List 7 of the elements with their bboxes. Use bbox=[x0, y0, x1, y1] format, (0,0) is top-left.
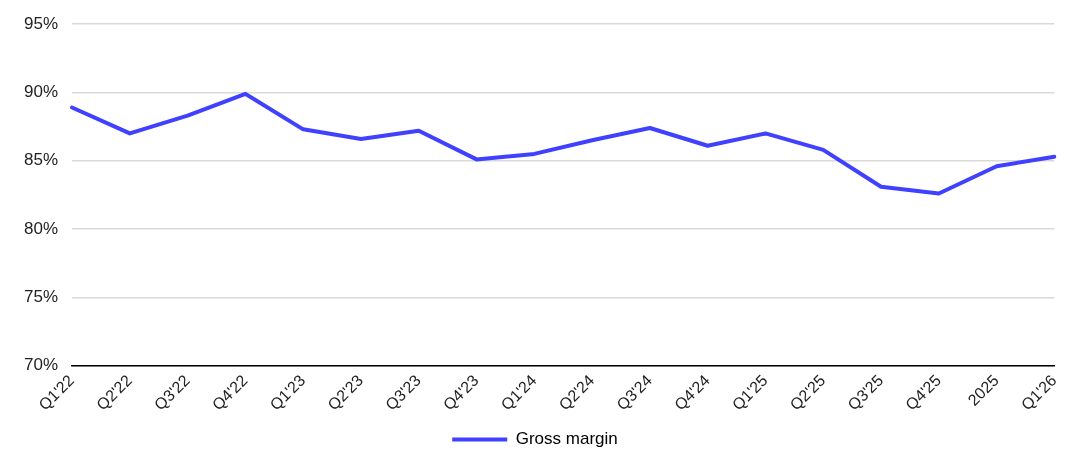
y-tick-label: 90% bbox=[23, 82, 59, 102]
legend-label: Gross margin bbox=[515, 429, 618, 449]
y-tick-label: 95% bbox=[23, 13, 59, 33]
y-tick-label: 70% bbox=[23, 355, 59, 375]
y-tick-label: 85% bbox=[23, 150, 59, 170]
y-tick-label: 80% bbox=[23, 218, 59, 238]
y-tick-label: 75% bbox=[23, 287, 59, 306]
